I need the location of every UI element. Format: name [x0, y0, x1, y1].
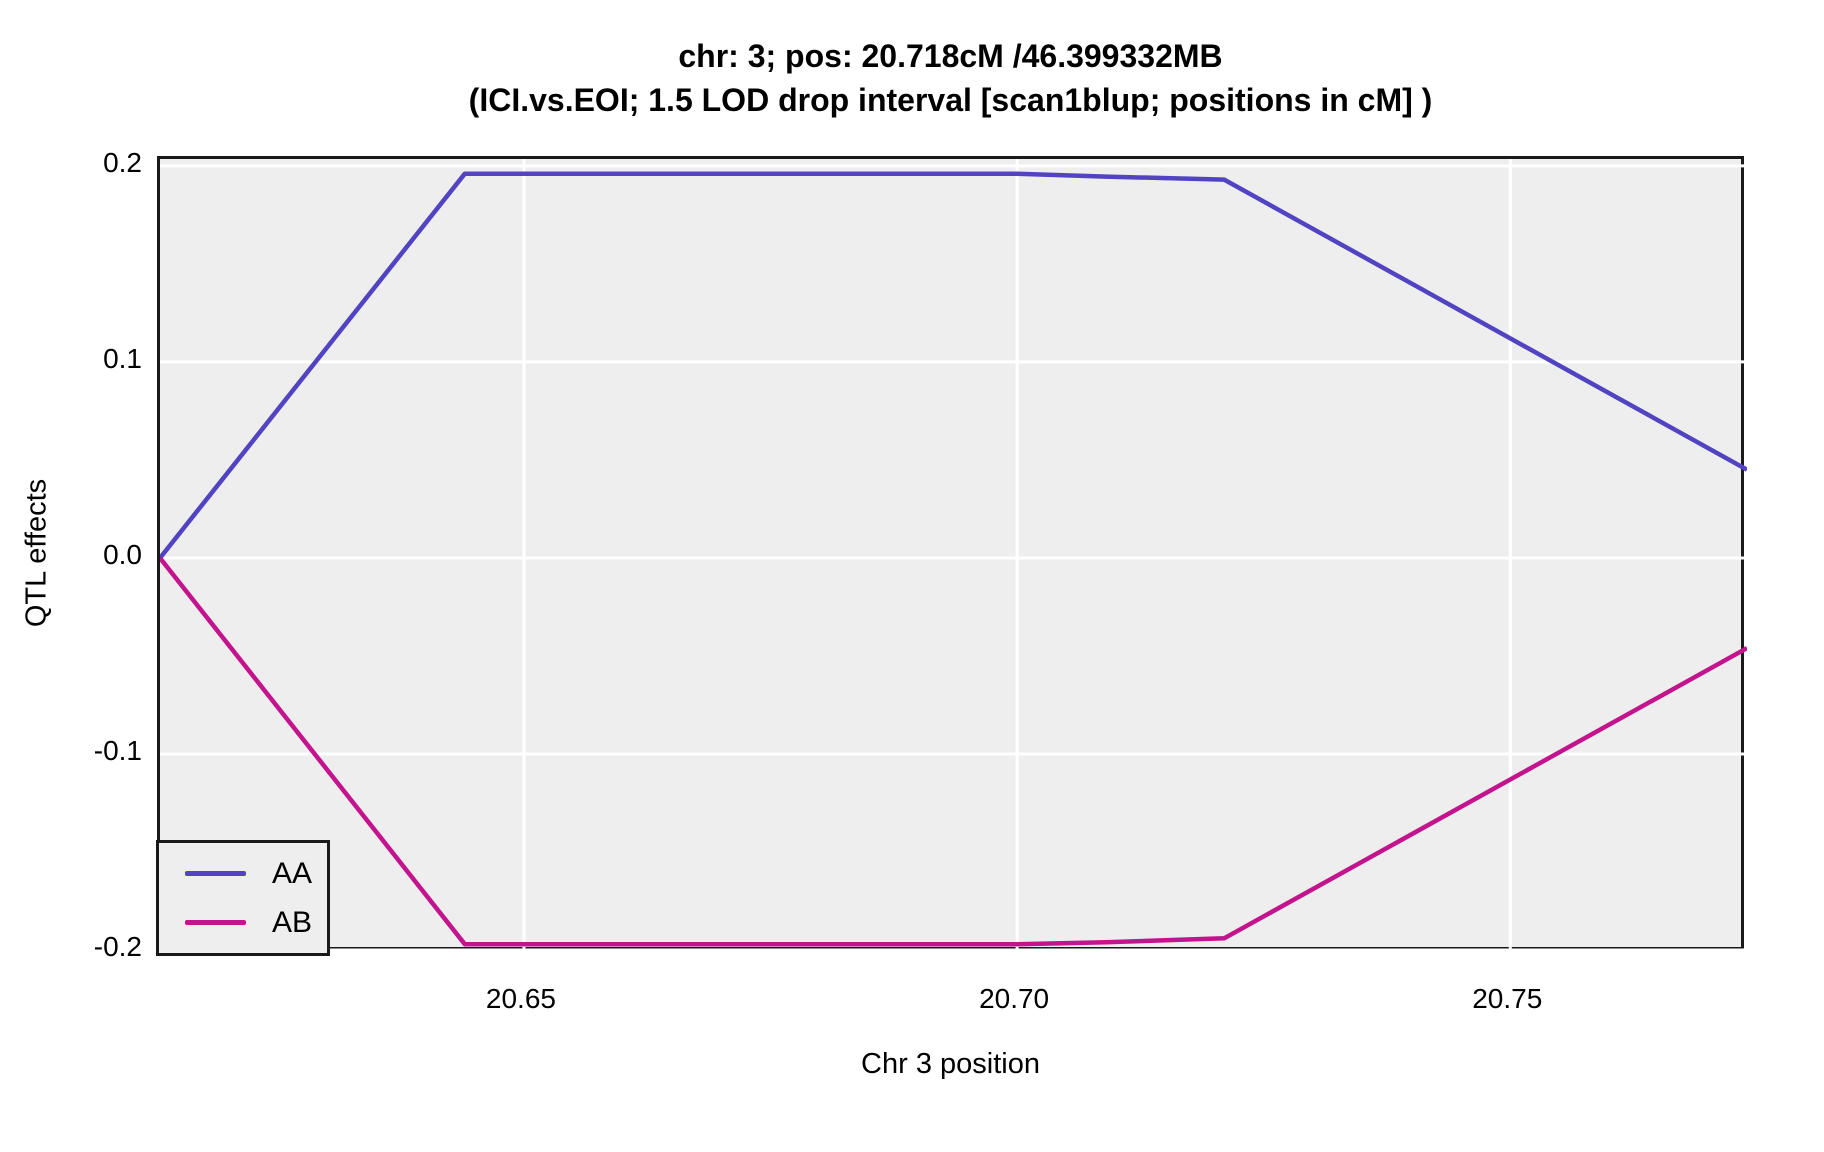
- y-tick-label: 0.0: [103, 538, 142, 570]
- legend-line-swatch: [185, 920, 246, 925]
- legend-line-swatch: [185, 871, 246, 876]
- series-line-AA: [160, 171, 1747, 560]
- legend-entry-AA: AA: [159, 849, 327, 898]
- y-axis-title: QTL effects: [20, 478, 53, 628]
- y-tick-label: -0.2: [93, 931, 142, 963]
- legend-label: AB: [272, 905, 313, 939]
- plot-panel: [157, 156, 1747, 953]
- x-tick-label: 20.75: [1472, 983, 1543, 1014]
- legend: AA AB: [156, 840, 330, 956]
- chart-title-block: chr: 3; pos: 20.718cM /46.399332MB (ICI.…: [157, 34, 1744, 122]
- chart-subtitle: (ICI.vs.EOI; 1.5 LOD drop interval [scan…: [468, 82, 1433, 118]
- y-tick-label: 0.1: [103, 342, 142, 374]
- plot-area: [160, 159, 1747, 953]
- legend-label: AA: [272, 856, 313, 890]
- y-tick-label: 0.2: [103, 146, 142, 178]
- legend-entry-AB: AB: [159, 898, 327, 947]
- y-tick-label: -0.1: [93, 735, 142, 766]
- x-tick-label: 20.70: [979, 983, 1050, 1014]
- chart-title: chr: 3; pos: 20.718cM /46.399332MB: [678, 38, 1223, 74]
- x-tick-label: 20.65: [485, 983, 556, 1014]
- series-line-AB: [160, 556, 1747, 947]
- x-axis-title: Chr 3 position: [861, 1048, 1040, 1080]
